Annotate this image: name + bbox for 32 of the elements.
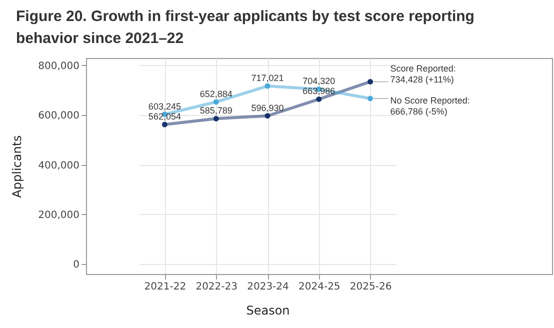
y-tick-label: 200,000 [38,210,80,221]
point [213,99,219,105]
data-label: 704,320 [302,76,336,86]
x-tick-label: 2025-26 [350,282,392,292]
chart-title: Figure 20. Growth in first-year applicants by test score reporting behavior since 2021–22 [15,7,476,49]
data-label: 585,789 [200,106,232,116]
point [213,116,219,122]
point [264,83,270,89]
point [368,78,374,84]
y-tick-label: 0 [73,260,80,271]
data-label: 734,428 (+11%) [390,74,454,85]
data-label: 596,930 [251,102,284,113]
data-label: 666,786 (-5%) [390,106,448,117]
y-axis-title: Applicants [10,135,24,198]
point [316,96,322,102]
text: Score Reported: [390,64,456,74]
point [368,96,374,102]
data-label: 562,054 [148,112,181,122]
x-tick-label: 2023-24 [247,282,289,292]
x-tick-label: 2024-25 [298,282,340,292]
point [162,122,168,128]
data-label: 717,021 [251,73,284,84]
x-axis-title: Season [246,304,290,318]
y-tick-label: 600,000 [38,110,80,122]
data-label: 603,245 [148,101,181,112]
x-tick-label: 2021-22 [144,282,186,292]
y-tick-label: 800,000 [38,60,80,72]
data-label: 652,884 [200,88,232,99]
y-tick-label: 400,000 [38,160,80,172]
series-label: No Score Reported: [390,96,470,106]
x-tick-label: 2022-23 [196,282,238,292]
point [264,113,270,119]
